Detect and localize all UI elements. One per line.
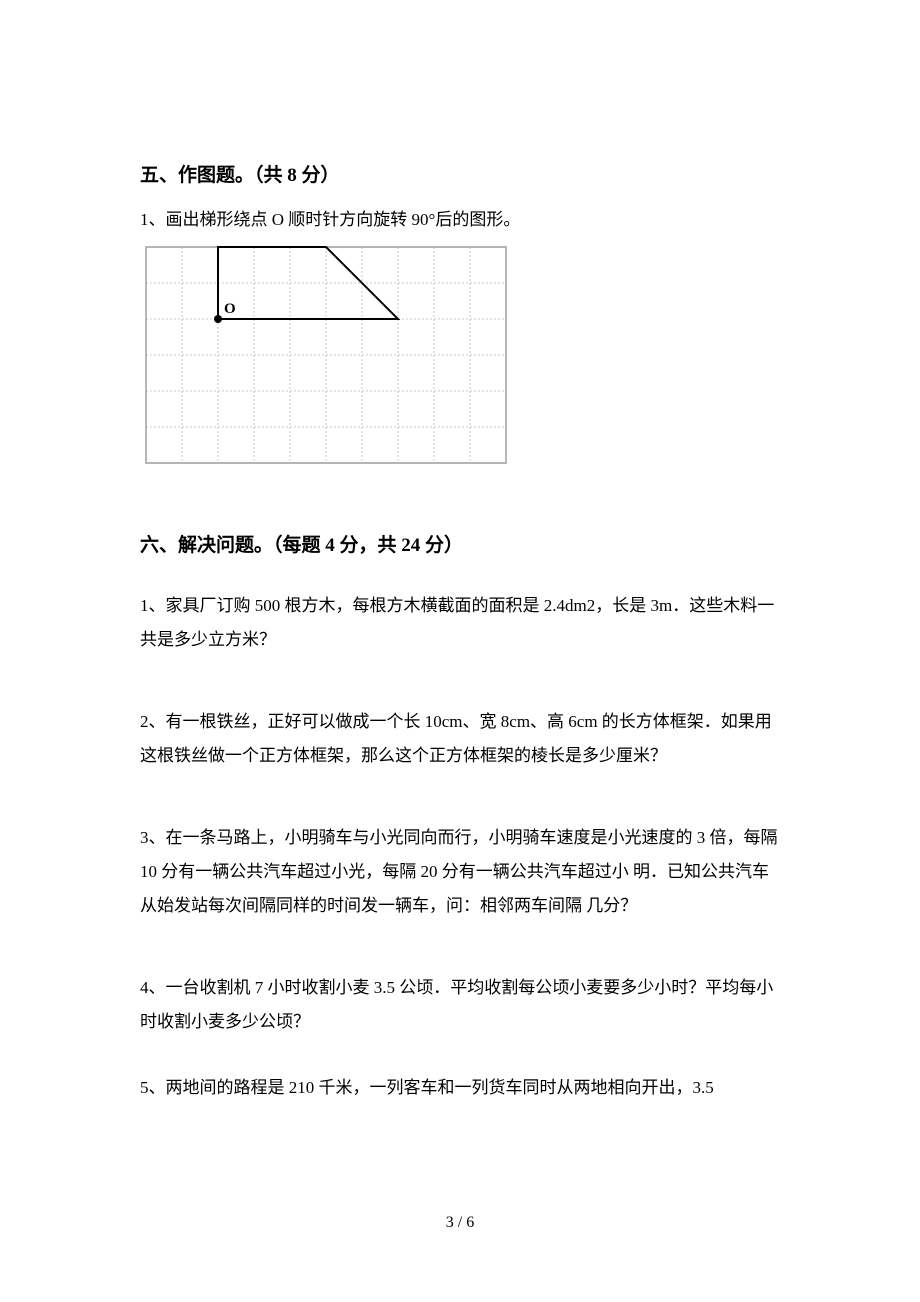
section6-q5: 5、两地间的路程是 210 千米，一列客车和一列货车同时从两地相向开出，3.5 [140,1071,780,1105]
trapezoid-grid: O [144,245,780,470]
section5-title: 五、作图题。（共 8 分） [140,160,780,187]
section6-q4: 4、一台收割机 7 小时收割小麦 3.5 公顷．平均收割每公顷小麦要多少小时？平… [140,971,780,1039]
section6-q1: 1、家具厂订购 500 根方木，每根方木横截面的面积是 2.4dm2，长是 3m… [140,589,780,657]
grid-svg: O [144,245,508,465]
section6-q2: 2、有一根铁丝，正好可以做成一个长 10cm、宽 8cm、高 6cm 的长方体框… [140,705,780,773]
page-number: 3 / 6 [0,1214,920,1232]
section6-q3: 3、在一条马路上，小明骑车与小光同向而行，小明骑车速度是小光速度的 3 倍，每隔… [140,821,780,923]
svg-text:O: O [224,301,236,317]
section6-title: 六、解决问题。（每题 4 分，共 24 分） [140,530,780,557]
section5-q1: 1、画出梯形绕点 O 顺时针方向旋转 90°后的图形。 [140,203,780,237]
